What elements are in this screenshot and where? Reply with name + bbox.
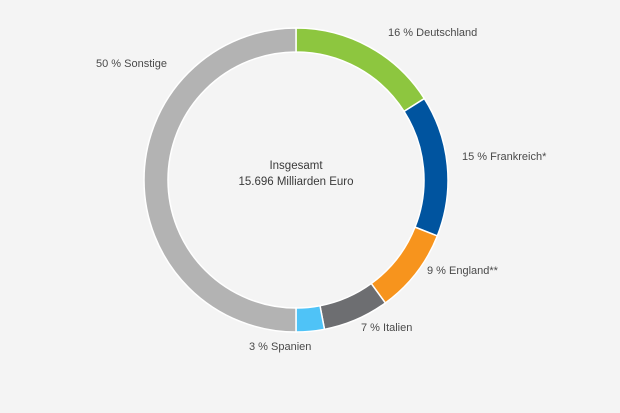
slice-4 [295,304,326,333]
slices-group [143,27,449,333]
labels-group: 16 % Deutschland 15 % Frankreich* 9 % Engl… [96,27,547,353]
slice-label-2: 9 % England** [427,265,499,277]
slice-0 [295,27,426,113]
slice-label-0: 16 % Deutschland [388,27,477,39]
slice-label-5: 50 % Sonstige [96,58,167,70]
slice-label-4: 3 % Spanien [249,341,311,353]
center-total: 15.696 Milliarden Euro [238,176,353,188]
center-title: Insgesamt [269,160,323,172]
slice-label-3: 7 % Italien [361,322,412,334]
slice-1 [403,97,449,237]
slice-5 [143,27,297,333]
slice-label-1: 15 % Frankreich* [462,151,547,163]
